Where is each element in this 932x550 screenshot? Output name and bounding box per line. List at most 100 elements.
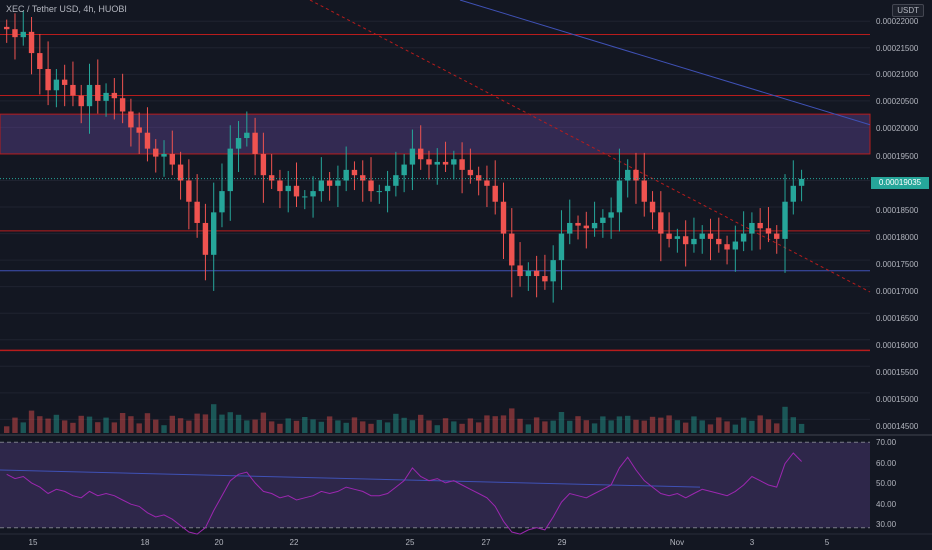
candle-body (343, 169, 349, 181)
volume-bar (12, 417, 18, 433)
rsi-tick: 30.00 (876, 520, 897, 529)
candle-body (384, 185, 391, 192)
candle-body (351, 169, 358, 176)
volume-bar (782, 406, 788, 433)
candle-body (707, 233, 714, 239)
symbol-title[interactable]: XEC / Tether USD, 4h, HUOBI (6, 4, 127, 14)
volume-bar (244, 420, 250, 433)
volume-bar (128, 416, 134, 433)
candle-body (260, 153, 267, 176)
volume-bar (517, 418, 523, 433)
candle-body (136, 127, 142, 133)
price-tick: 0.00014500 (876, 422, 919, 431)
volume-bar (583, 420, 589, 433)
volume-bar (70, 422, 76, 433)
candle-body (53, 79, 60, 91)
volume-bar (558, 412, 565, 433)
candle-body (244, 132, 250, 139)
time-label: 5 (824, 538, 830, 547)
candle-body (442, 161, 449, 165)
volume-bar (4, 426, 10, 433)
candle-body (111, 92, 118, 99)
candle-body (128, 111, 134, 128)
candle-body (500, 201, 507, 234)
volume-bar (658, 417, 664, 433)
candle-body (418, 148, 424, 160)
volume-bar (360, 421, 366, 433)
volume-bar (161, 425, 167, 433)
volume-bar (790, 417, 796, 433)
volume-bar (567, 420, 573, 433)
candle-body (4, 26, 10, 30)
candle-body (227, 148, 233, 192)
candle-body (467, 169, 474, 176)
volume-bar (318, 421, 325, 433)
volume-bar (343, 422, 349, 433)
volume-bar (691, 416, 697, 433)
time-label: 29 (557, 538, 567, 547)
volume-bar (95, 422, 101, 433)
time-label: 20 (214, 538, 224, 547)
candle-body (550, 260, 556, 282)
candle-body (277, 180, 283, 192)
price-tick: 0.00015500 (876, 368, 919, 377)
price-tick: 0.00016000 (876, 341, 919, 350)
volume-bar (103, 417, 109, 433)
candle-body (558, 233, 565, 261)
volume-bar (484, 415, 490, 433)
candle-body (318, 180, 325, 192)
currency-button[interactable]: USDT (892, 4, 924, 17)
volume-bar (211, 404, 217, 433)
volume-bar (310, 419, 316, 433)
volume-bar (641, 420, 647, 433)
candle-body (144, 132, 151, 149)
time-label: 18 (140, 538, 150, 547)
volume-bar (153, 419, 159, 433)
candle-body (682, 236, 689, 245)
price-scale-bg (870, 0, 932, 550)
volume-bar (177, 418, 184, 433)
candle-body (119, 98, 126, 112)
volume-bar (757, 415, 763, 433)
volume-bar (219, 414, 225, 433)
volume-bar (591, 423, 598, 433)
rsi-tick: 50.00 (876, 479, 897, 488)
candle-body (633, 169, 639, 181)
candle-body (757, 222, 763, 229)
volume-bar (707, 424, 714, 433)
time-label: 15 (28, 538, 38, 547)
descending-trendline (459, 0, 871, 126)
candle-body (70, 84, 76, 96)
volume-bar (235, 414, 242, 433)
candle-body (492, 185, 498, 202)
time-label: 27 (481, 538, 491, 547)
volume-bar (467, 418, 474, 433)
volume-bar (409, 420, 416, 433)
volume-bar (111, 422, 118, 433)
volume-bar (724, 421, 730, 433)
candle-body (78, 95, 84, 107)
candle-body (376, 191, 382, 193)
price-tick: 0.00020500 (876, 97, 919, 106)
candle-body (28, 31, 35, 54)
candle-body (293, 185, 300, 197)
candle-body (591, 222, 598, 229)
candle-body (475, 175, 482, 181)
candle-body (401, 164, 407, 176)
time-label: 22 (289, 538, 299, 547)
candle-body (434, 161, 440, 165)
volume-bar (119, 413, 126, 433)
price-tick: 0.00018500 (876, 206, 919, 215)
volume-bar (550, 420, 556, 433)
volume-bar (384, 422, 391, 433)
time-label: 3 (749, 538, 755, 547)
candle-body (45, 69, 51, 91)
time-label: Nov (669, 538, 685, 547)
volume-bar (575, 416, 581, 433)
volume-bar (293, 420, 300, 433)
volume-bar (542, 421, 548, 433)
price-tick: 0.00020000 (876, 124, 919, 133)
price-tick: 0.00018000 (876, 233, 919, 242)
volume-bar (740, 417, 747, 433)
